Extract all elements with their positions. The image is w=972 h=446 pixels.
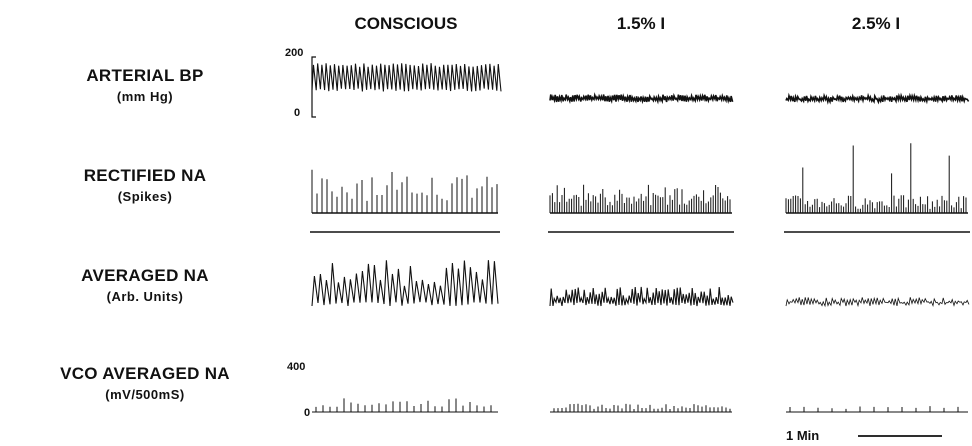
row-title-arterial-bp: ARTERIAL BP (mm Hg)	[0, 66, 290, 104]
bp-trace	[311, 63, 502, 92]
row-title-vco-averaged-na: VCO AVERAGED NA (mV/500mS)	[0, 364, 290, 402]
averaged-na-trace	[549, 286, 734, 307]
bp-axis-min-tick: 0	[294, 107, 301, 119]
vco-axis-min-tick: 0	[304, 407, 311, 419]
bp-axis-max-tick: 200	[285, 47, 304, 59]
bp-trace	[785, 92, 970, 105]
row-title-averaged-na: AVERAGED NA (Arb. Units)	[0, 266, 290, 304]
row-title-rectified-na: RECTIFIED NA (Spikes)	[0, 166, 290, 204]
column-title-conscious: CONSCIOUS	[354, 14, 458, 33]
bp-trace	[549, 92, 734, 105]
rectified-na-spikes	[785, 143, 967, 213]
row-units: (mV/500mS)	[105, 387, 185, 402]
rectified-na-spikes	[311, 169, 498, 213]
row-units: (mm Hg)	[116, 89, 174, 104]
column-title-2-5-percent: 2.5% I	[851, 14, 901, 33]
row-units: (Arb. Units)	[106, 289, 184, 304]
vco-averaged-na-trace	[550, 403, 732, 413]
rectified-na-spikes	[549, 184, 731, 213]
averaged-na-trace	[785, 296, 970, 308]
row-label: ARTERIAL BP	[86, 66, 204, 85]
row-label: RECTIFIED NA	[83, 166, 207, 185]
column-title-1-5-percent: 1.5% I	[616, 14, 666, 33]
row-units: (Spikes)	[117, 189, 173, 204]
vco-axis-max-tick: 400	[287, 361, 306, 373]
row-label: AVERAGED NA	[81, 266, 209, 285]
row-label: VCO AVERAGED NA	[60, 364, 230, 383]
vco-averaged-na-trace	[312, 398, 498, 413]
scale-bar-label: 1 Min	[786, 428, 820, 443]
vco-averaged-na-trace	[786, 406, 968, 413]
averaged-na-trace	[311, 260, 499, 307]
